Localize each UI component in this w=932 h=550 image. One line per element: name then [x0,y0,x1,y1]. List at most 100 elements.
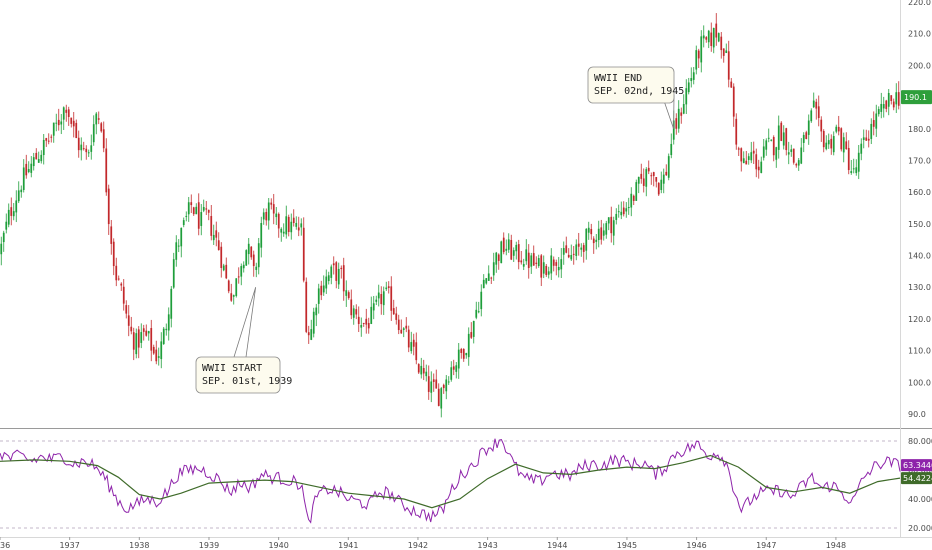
price-tick-label: 140.0 [908,252,931,261]
candle-body [37,159,40,163]
candle-body [175,242,178,260]
candle-body [450,367,453,380]
candle-body [502,237,505,253]
candle-body [150,328,153,351]
candle-body [252,254,255,267]
price-tick-label: 220.0 [908,0,931,7]
annotation-wwii-start: WWII START SEP. 01st, 1939 [195,287,292,394]
last-price-label: 190.1 [904,93,927,102]
candle-body [92,124,95,143]
candle-body [770,139,773,141]
candle-body [417,364,420,373]
candle-body [697,50,700,59]
candle-body [720,36,723,51]
candle-body [457,349,460,369]
candle-body [582,245,585,252]
candle-body [85,148,88,153]
price-tick-label: 170.0 [908,156,931,165]
time-tick-label: 1945 [617,541,637,550]
indicator-tick-label: 80.0000 [908,437,932,446]
candle-body [705,37,708,40]
candle-body [205,208,208,210]
price-tick-label: 120.0 [908,315,931,324]
candle-body [462,349,465,359]
candle-body [202,207,205,211]
candle-body [240,266,243,277]
candle-body [780,122,783,141]
time-tick-label: 1941 [338,541,358,550]
candle-body [550,255,553,274]
candle-body [465,352,468,356]
candle-body [790,149,793,152]
candle-body [495,252,498,265]
annotation-text: SEP. 01st, 1939 [202,376,292,387]
candle-body [542,262,545,274]
candle-body [682,104,685,114]
candle-body [745,160,748,165]
candle-body [277,213,280,229]
candle-body [135,333,138,355]
candle-body [400,329,403,334]
candle-body [597,228,600,241]
candle-body [475,309,478,318]
candle-body [132,332,135,350]
candle-body [97,118,100,120]
candle-body [577,243,580,247]
candle-body [755,154,758,170]
candle-body [422,368,425,374]
candle-body [637,176,640,184]
candle-body [395,313,398,320]
price-tick-label: 210.0 [908,30,931,39]
candle-body [857,152,860,172]
candle-body [747,156,750,160]
candle-body [315,307,318,316]
annotation-text: WWII END [594,73,642,84]
candle-body [700,36,703,63]
candle-body [617,211,620,213]
signal-line [0,454,901,509]
time-tick-label: 1939 [199,541,219,550]
candle-body [622,207,625,215]
annotation-text: WWII START [202,363,262,374]
candle-body [312,311,315,334]
candle-body [867,138,870,141]
candle-body [25,163,28,176]
time-tick-label: 1943 [477,541,497,550]
candle-body [180,227,183,247]
candle-body [627,206,630,209]
candle-body [75,122,78,139]
candle-body [760,161,763,173]
candle-body [712,27,715,48]
candle-body [845,141,848,150]
candle-body [42,139,45,156]
candle-body [162,328,165,345]
candle-body [17,190,20,202]
candle-body [545,265,548,275]
candle-body [217,240,220,251]
time-tick-label: 1938 [129,541,149,550]
candle-body [762,146,765,158]
candle-body [690,78,693,82]
candle-body [342,265,345,292]
time-tick-label: 1948 [826,541,846,550]
candle-body [480,291,483,310]
candle-body [260,223,263,248]
candle-body [652,172,655,177]
candle-body [725,50,728,53]
candle-body [285,216,288,235]
candle-body [47,140,50,142]
time-tick-label: 1942 [408,541,428,550]
candle-body [447,381,450,383]
candle-body [470,332,473,338]
candle-body [327,275,330,282]
candle-body [410,342,413,352]
candle-body [625,208,628,212]
candle-body [827,140,830,145]
candle-body [437,388,440,406]
candle-body [182,220,185,226]
candle-body [242,264,245,269]
price-tick-label: 100.0 [908,378,931,387]
candle-body [172,259,175,288]
x-axis: 1936 1937 1938 1939 1940 1941 1942 1943 1944 1945… [0,537,932,550]
